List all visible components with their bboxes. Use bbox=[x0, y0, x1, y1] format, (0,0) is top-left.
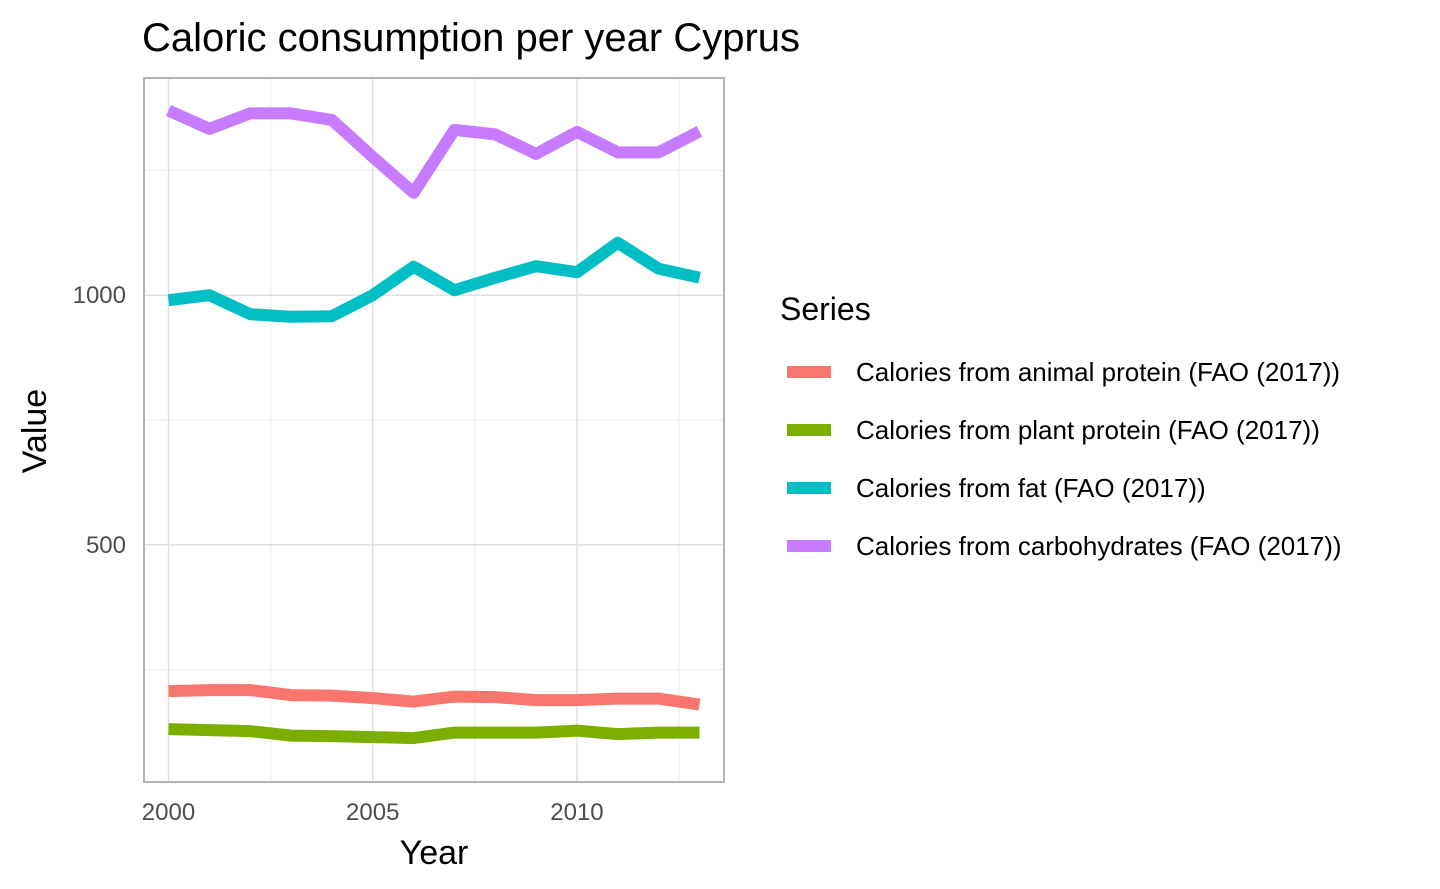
x-tick-label: 2010 bbox=[550, 799, 603, 826]
legend-label-3: Calories from fat (FAO (2017)) bbox=[856, 473, 1206, 503]
x-axis-tick-labels: 2000 2005 2010 bbox=[142, 799, 604, 826]
y-tick-label: 1000 bbox=[73, 282, 126, 309]
legend-title: Series bbox=[780, 291, 871, 327]
chart-title: Caloric consumption per year Cyprus bbox=[142, 16, 800, 60]
series-line-4 bbox=[166, 105, 703, 199]
y-axis-title: Value bbox=[16, 389, 54, 473]
x-tick-label: 2005 bbox=[346, 799, 399, 826]
series-line-1 bbox=[168, 684, 701, 711]
legend: Series Calories from animal protein (FAO… bbox=[780, 291, 1342, 561]
series-line-3 bbox=[167, 236, 701, 323]
series-line-2 bbox=[168, 723, 700, 745]
x-axis-title: Year bbox=[400, 834, 469, 872]
y-axis-tick-labels: 500 1000 bbox=[73, 282, 126, 559]
legend-swatch-4 bbox=[787, 540, 831, 552]
y-tick-label: 500 bbox=[86, 532, 126, 559]
major-gridlines bbox=[144, 78, 724, 782]
x-tick-label: 2000 bbox=[142, 799, 195, 826]
legend-swatch-1 bbox=[787, 366, 831, 378]
plot-panel-border bbox=[143, 77, 725, 783]
legend-swatch-2 bbox=[787, 424, 831, 436]
legend-label-1: Calories from animal protein (FAO (2017)… bbox=[856, 357, 1340, 387]
series-lines bbox=[166, 105, 703, 745]
legend-label-2: Calories from plant protein (FAO (2017)) bbox=[856, 415, 1320, 445]
legend-label-4: Calories from carbohydrates (FAO (2017)) bbox=[856, 531, 1342, 561]
minor-gridlines bbox=[144, 78, 724, 782]
legend-swatch-3 bbox=[787, 482, 831, 494]
